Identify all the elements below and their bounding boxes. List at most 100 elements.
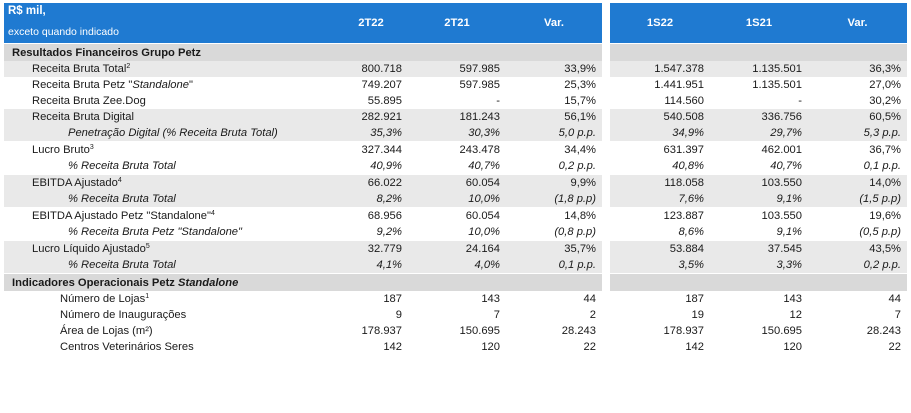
value-cell: 9,1% [710, 191, 808, 207]
value-cell: 120 [481, 341, 500, 353]
value-cell: 143 [783, 293, 802, 305]
value-cell: 0,2 p.p. [808, 257, 907, 273]
value-cell: 178.937 [361, 325, 402, 337]
table-row: % Receita Bruta Total 40,9% 40,7% 0,2 p.p. 4… [4, 158, 907, 174]
value-cell: 36,7% [808, 141, 907, 158]
column-gap [602, 43, 610, 61]
row-label-text: Número de Inaugurações [60, 309, 187, 321]
section-title: Resultados Financeiros Grupo Petz [4, 43, 334, 61]
value-cell: 40,9% [370, 160, 402, 172]
column-header-2t21: 2T21 [408, 3, 506, 43]
value-cell: 1.135.501 [710, 61, 808, 77]
section-fill-cell [334, 273, 408, 291]
value-cell: 631.397 [610, 141, 710, 158]
value-cell: 12 [789, 309, 802, 321]
value-cell: 462.001 [710, 141, 808, 158]
value-cell: 4,0% [408, 257, 506, 273]
row-label: Área de Lojas (m²) [4, 323, 334, 339]
row-label: Centros Veterinários Seres [4, 339, 334, 355]
value-cell: 44 [888, 293, 901, 305]
section-header-row: Indicadores Operacionais Petz Standalone [4, 273, 907, 291]
value-cell: 7 [894, 309, 901, 321]
value-cell: 34,9% [610, 125, 710, 141]
table-row: Número de Lojas1 187 143 44 187 143 44 [4, 291, 907, 307]
value-cell: 60.054 [408, 207, 506, 224]
value-cell: 103.550 [710, 174, 808, 191]
value-cell: 14,8% [506, 207, 602, 224]
header-row: R$ mil, exceto quando indicado 2T22 2T21… [4, 3, 907, 43]
value-cell: 187 [383, 293, 402, 305]
section-fill-cell [506, 273, 602, 291]
value-cell: 68.956 [334, 207, 408, 224]
unit-header-cell: R$ mil, exceto quando indicado [4, 3, 334, 43]
section-title-italic: Standalone [178, 276, 239, 289]
value-cell: 103.550 [710, 207, 808, 224]
table-row: Receita Bruta Petz "Standalone" 749.207 59… [4, 77, 907, 93]
value-cell: 0,1 p.p. [863, 160, 901, 172]
value-cell: - [798, 95, 802, 107]
section-fill-cell [808, 273, 907, 291]
value-cell: 597.985 [408, 61, 506, 77]
footnote-marker: 3 [89, 144, 94, 151]
row-label: Receita Bruta Digital [4, 109, 334, 125]
column-gap [602, 158, 610, 174]
column-header-var-quarter: Var. [506, 3, 602, 43]
value-cell: 27,0% [869, 79, 901, 91]
value-cell: 44 [583, 293, 596, 305]
column-gap [602, 141, 610, 158]
column-gap [602, 323, 610, 339]
row-label-text: Lucro Bruto [32, 144, 90, 156]
value-cell: - [496, 95, 500, 107]
footnote-marker: 4 [210, 210, 215, 217]
value-cell: 0,1 p.p. [506, 257, 602, 273]
table-row: Área de Lojas (m²) 178.937 150.695 28.243 17… [4, 323, 907, 339]
value-cell: 9 [395, 309, 402, 321]
value-cell: 19 [691, 309, 704, 321]
section-fill-cell [506, 43, 602, 61]
row-label-text: Receita Bruta Digital [32, 111, 134, 123]
value-cell: 28.243 [561, 325, 596, 337]
column-gap [602, 125, 610, 141]
row-label: % Receita Bruta Petz "Standalone" [4, 224, 334, 240]
column-gap [602, 93, 610, 109]
value-cell: 800.718 [334, 61, 408, 77]
row-label-text: Número de Lojas [60, 293, 146, 305]
table-row: Receita Bruta Total2 800.718 597.985 33,9% 1… [4, 61, 907, 77]
value-cell: 181.243 [408, 109, 506, 125]
value-cell: 9,2% [376, 226, 403, 238]
column-header-1s22: 1S22 [610, 3, 710, 43]
value-cell: 143 [481, 293, 500, 305]
row-label-text: EBITDA Ajustado Petz "Standalone" [32, 210, 211, 222]
column-gap [602, 257, 610, 273]
value-cell: 25,3% [564, 79, 596, 91]
unit-label: R$ mil, [8, 5, 46, 17]
column-gap [602, 3, 610, 43]
table-row: % Receita Bruta Total 4,1% 4,0% 0,1 p.p. 3,5… [4, 257, 907, 273]
value-cell: 35,3% [334, 125, 408, 141]
value-cell: 9,1% [776, 226, 803, 238]
column-header-1s21: 1S21 [710, 3, 808, 43]
value-cell: 5,0 p.p. [506, 125, 602, 141]
row-label-text: % Receita Bruta Total [68, 259, 176, 271]
value-cell: 7,6% [610, 191, 710, 207]
table-row: % Receita Bruta Petz "Standalone" 9,2% 10,… [4, 224, 907, 240]
value-cell: (0,8 p.p) [554, 226, 596, 238]
value-cell: 8,2% [334, 191, 408, 207]
value-cell: 1.135.501 [752, 79, 802, 91]
row-label: Receita Bruta Zee.Dog [4, 93, 334, 109]
value-cell: 118.058 [610, 174, 710, 191]
table-row: Número de Inaugurações 9 7 2 19 12 7 [4, 307, 907, 323]
value-cell: 30,3% [408, 125, 506, 141]
table-row: Receita Bruta Zee.Dog 55.895 - 15,7% 114.560… [4, 93, 907, 109]
value-cell: 37.545 [710, 240, 808, 257]
value-cell: 327.344 [334, 141, 408, 158]
value-cell: 40,7% [770, 160, 802, 172]
value-cell: 597.985 [459, 79, 500, 91]
column-gap [602, 191, 610, 207]
value-cell: 33,9% [506, 61, 602, 77]
row-label: % Receita Bruta Total [4, 191, 334, 207]
value-cell: 55.895 [367, 95, 402, 107]
row-label: Número de Lojas1 [4, 291, 334, 307]
value-cell: (0,5 p.p) [859, 226, 901, 238]
value-cell: 24.164 [408, 240, 506, 257]
